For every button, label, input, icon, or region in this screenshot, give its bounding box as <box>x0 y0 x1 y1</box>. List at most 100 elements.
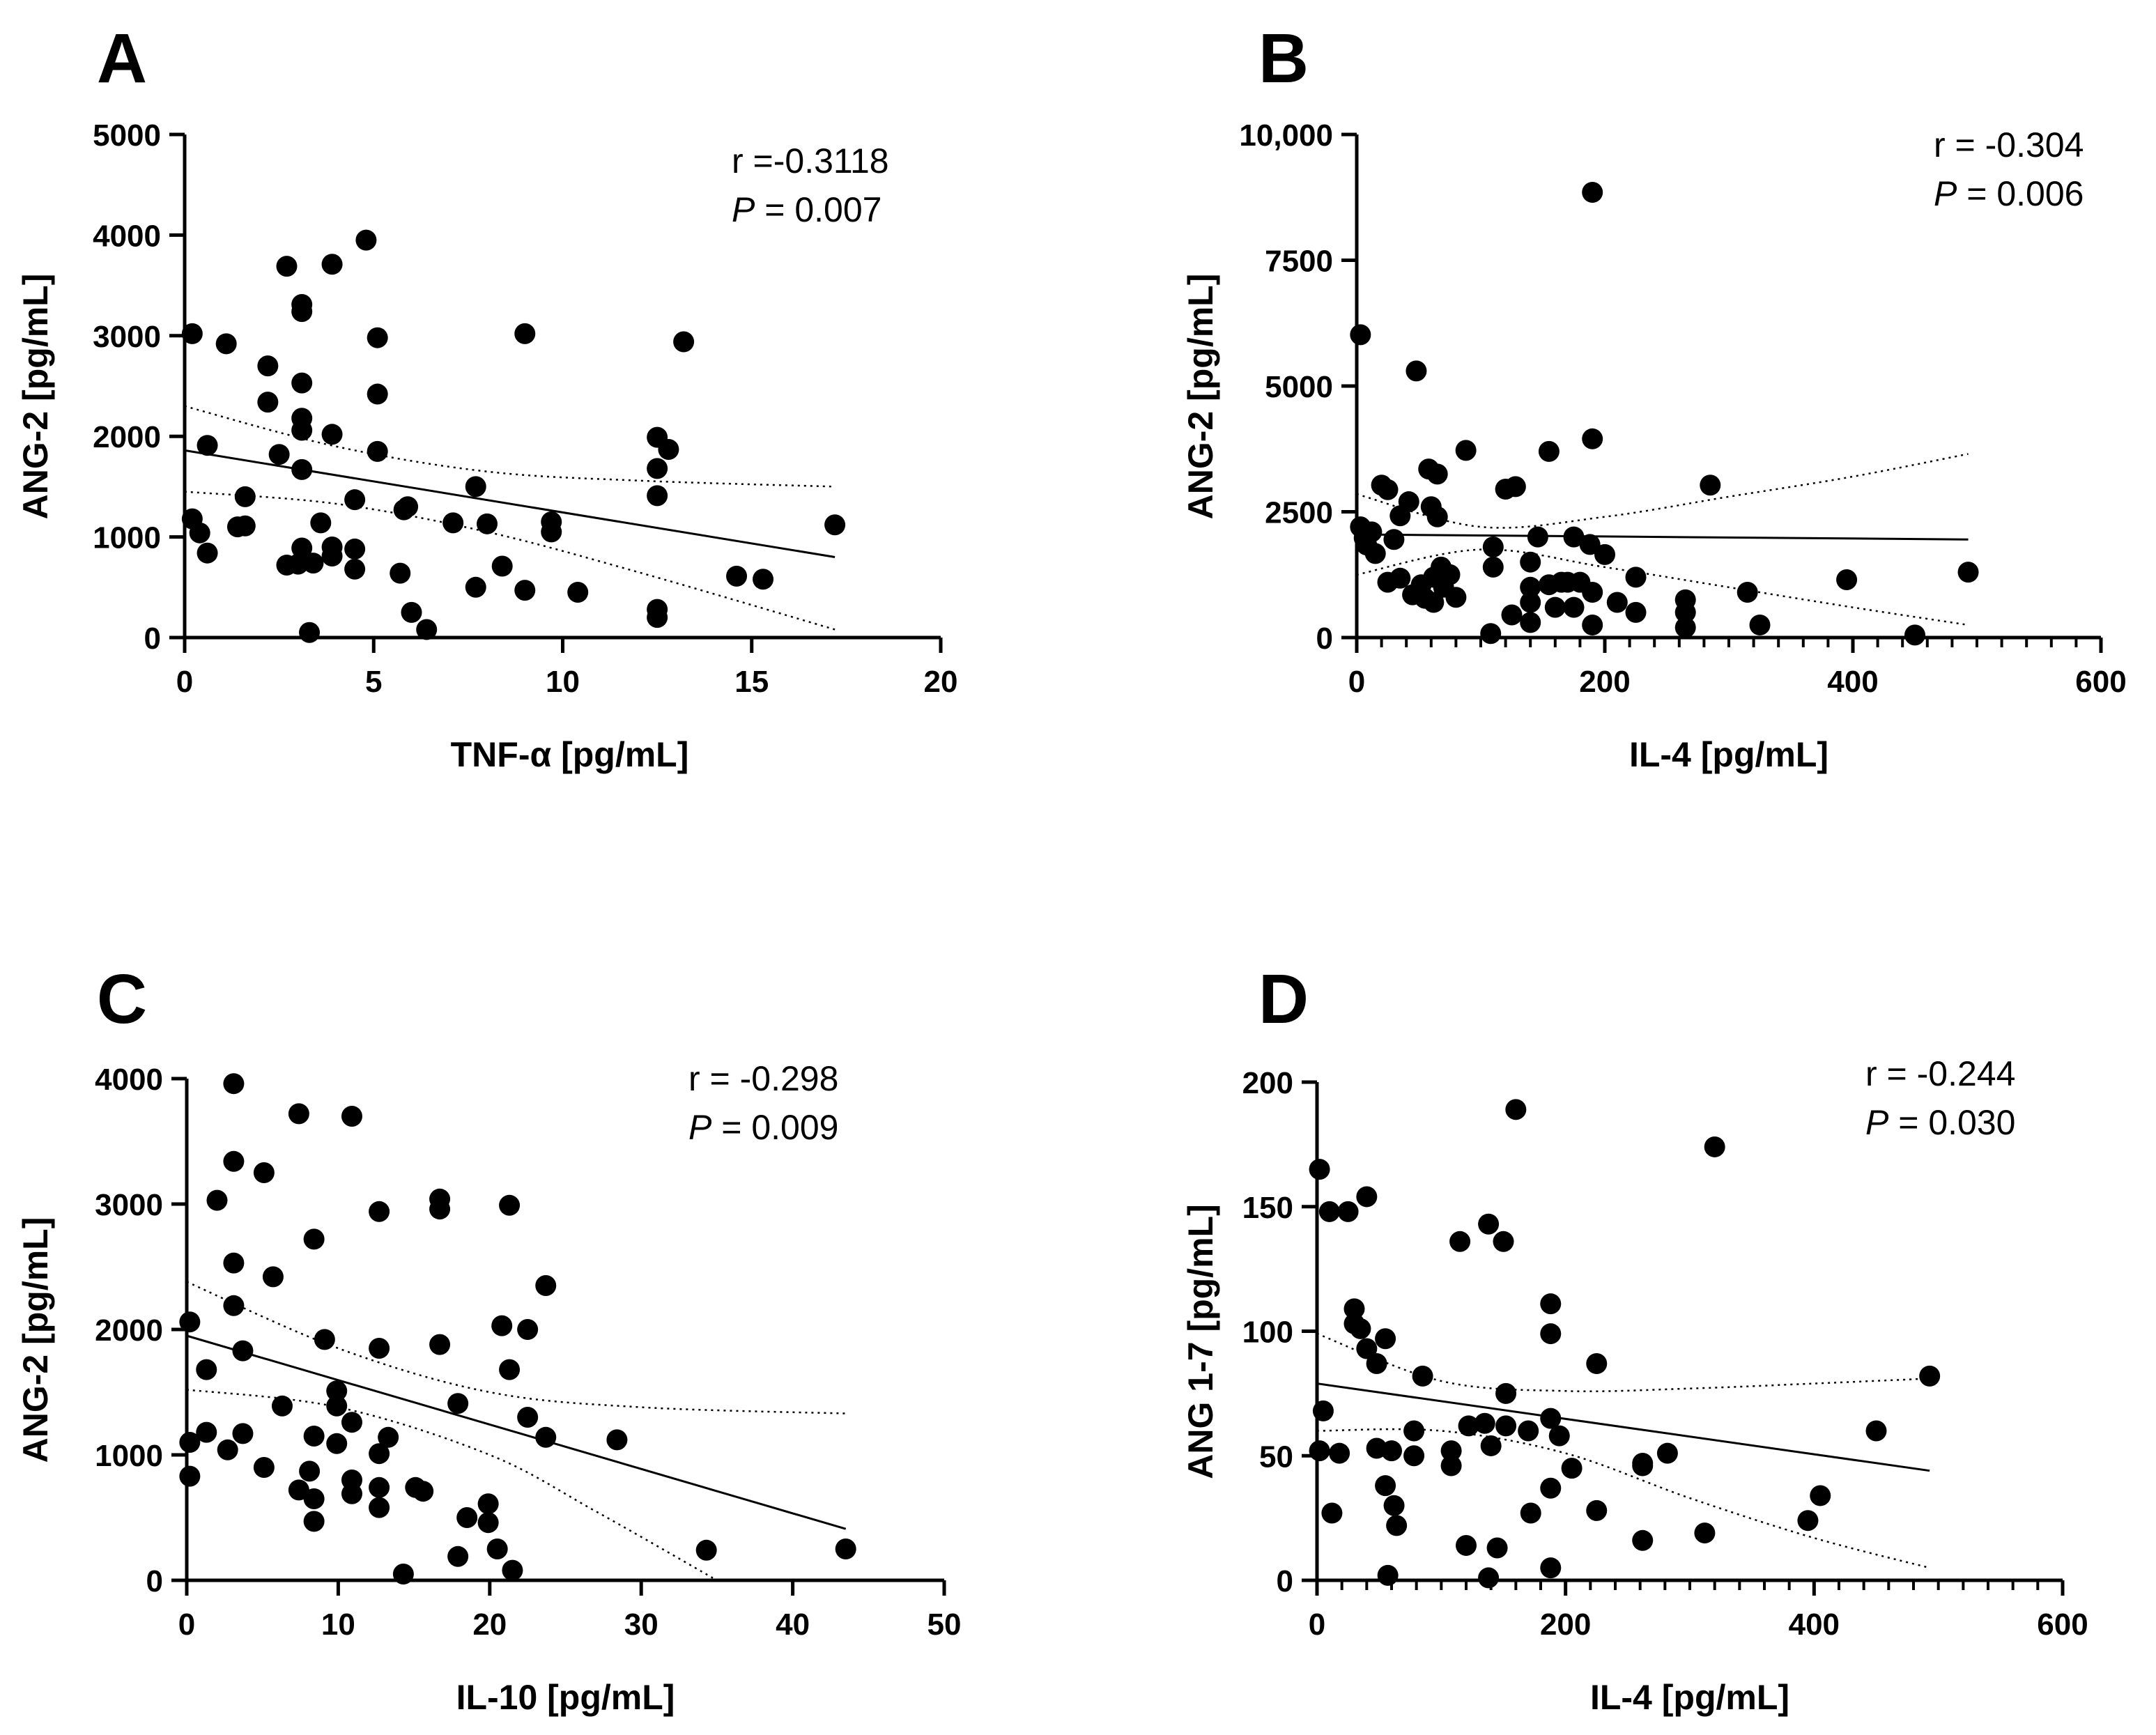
data-point <box>835 1539 856 1559</box>
data-point <box>647 607 668 629</box>
data-point <box>1361 521 1383 543</box>
data-point <box>344 489 366 511</box>
data-point <box>223 1252 245 1274</box>
correlation-r: r = -0.298 <box>688 1059 838 1098</box>
panel-b: B 0 200 400 600 0 2500 5000 7500 10,000 IL-4 [pg/m… <box>1181 20 2127 774</box>
data-point <box>189 522 210 543</box>
data-point <box>326 1433 348 1454</box>
data-point <box>1482 537 1504 558</box>
data-point <box>367 440 388 462</box>
correlation-r: r = -0.244 <box>1865 1054 2015 1093</box>
data-point <box>1704 1136 1725 1157</box>
data-point <box>179 1432 201 1453</box>
data-point <box>1538 440 1560 462</box>
y-tick-label: 10,000 <box>1239 118 1333 153</box>
data-point <box>1548 1425 1570 1447</box>
regression-line <box>1316 1382 1930 1472</box>
data-point <box>299 1460 321 1482</box>
data-point <box>341 1106 362 1127</box>
x-tick-label: 10 <box>321 1607 355 1642</box>
data-point <box>1375 1328 1396 1350</box>
data-point <box>321 254 343 275</box>
data-point <box>1356 1338 1378 1359</box>
data-point <box>291 372 313 394</box>
data-point <box>1478 1567 1500 1589</box>
x-tick-label: 0 <box>1309 1607 1325 1642</box>
data-point <box>1406 360 1427 382</box>
y-tick-label: 1000 <box>95 1439 163 1473</box>
data-point <box>291 537 313 559</box>
data-point <box>341 1412 362 1433</box>
p-symbol: P <box>732 190 755 229</box>
data-point <box>1579 534 1601 555</box>
data-point <box>1518 1420 1539 1442</box>
y-tick-label: 50 <box>1259 1440 1293 1474</box>
data-point <box>1366 1352 1387 1374</box>
data-point <box>223 1150 245 1172</box>
data-point <box>390 562 411 584</box>
data-point <box>1423 592 1445 613</box>
data-point <box>1329 1442 1350 1464</box>
data-point <box>232 1423 254 1444</box>
y-tick-label: 4000 <box>93 219 161 253</box>
p-value-label: P = 0.007 <box>732 190 881 229</box>
data-point <box>1386 1515 1408 1536</box>
data-point <box>1582 182 1603 203</box>
data-point <box>1495 1382 1517 1404</box>
data-point <box>1474 1412 1495 1434</box>
panel-letter: A <box>97 20 147 98</box>
data-point <box>303 1511 325 1532</box>
y-tick-label: 1000 <box>93 521 161 555</box>
data-point <box>288 1103 309 1125</box>
y-tick-label: 0 <box>144 622 161 656</box>
data-point <box>217 1439 238 1460</box>
correlation-r: r = -0.304 <box>1934 125 2084 164</box>
x-tick-label: 600 <box>2075 665 2126 699</box>
data-point <box>291 301 313 323</box>
x-tick-label: 400 <box>1827 665 1878 699</box>
x-tick-label: 50 <box>927 1607 962 1642</box>
data-point <box>1426 506 1448 527</box>
data-point <box>647 485 668 507</box>
data-point <box>369 1476 390 1498</box>
data-point <box>491 555 513 577</box>
x-tick-label: 40 <box>776 1607 810 1642</box>
p-value: = 0.007 <box>755 190 881 229</box>
data-point <box>517 1407 539 1428</box>
y-tick-label: 100 <box>1242 1316 1293 1350</box>
data-point <box>1389 567 1411 589</box>
data-point <box>1398 491 1419 513</box>
data-point <box>1797 1510 1819 1532</box>
x-tick-label: 600 <box>2037 1607 2088 1642</box>
x-tick-label: 0 <box>1348 665 1365 699</box>
data-point <box>321 546 343 567</box>
data-point <box>344 558 366 580</box>
p-symbol: P <box>688 1108 712 1147</box>
y-tick-label: 2000 <box>93 420 161 454</box>
x-axis-title: TNF-α [pg/mL] <box>451 735 689 774</box>
data-point <box>1582 614 1603 635</box>
data-point <box>567 582 589 603</box>
data-point <box>369 1338 390 1359</box>
data-point <box>1919 1365 1941 1387</box>
data-point <box>1504 476 1526 498</box>
data-point <box>1606 592 1628 613</box>
data-point <box>1520 612 1541 633</box>
ci-lower-band <box>186 1389 718 1582</box>
data-point <box>753 569 774 590</box>
x-tick-label: 0 <box>178 1607 195 1642</box>
data-point <box>257 355 279 377</box>
x-tick-label: 400 <box>1789 1607 1840 1642</box>
data-point <box>1540 1293 1562 1315</box>
data-point <box>695 1539 717 1561</box>
y-tick-label: 3000 <box>95 1188 163 1222</box>
data-point <box>1540 1557 1562 1579</box>
ci-upper-band <box>1316 1332 1930 1393</box>
data-point <box>1520 1502 1541 1524</box>
panel-d: D 0 200 400 600 0 50 100 150 200 IL-4 [pg/mL] ANG 1… <box>1181 960 2088 1717</box>
data-point <box>1321 1502 1343 1524</box>
x-tick-label: 200 <box>1540 1607 1591 1642</box>
x-axis-title: IL-4 [pg/mL] <box>1629 735 1828 774</box>
data-point <box>1625 601 1647 623</box>
data-point <box>1478 1213 1500 1235</box>
